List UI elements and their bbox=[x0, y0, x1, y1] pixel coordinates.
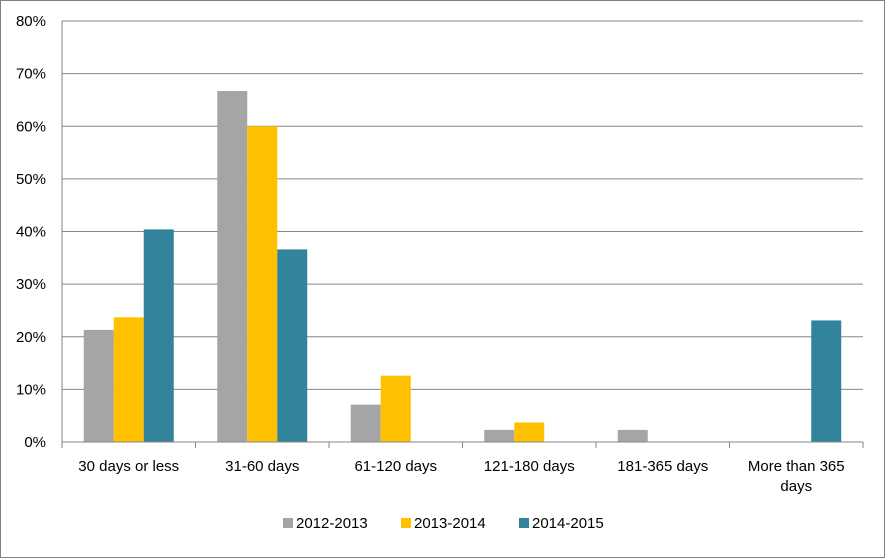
bar bbox=[514, 422, 545, 442]
bar bbox=[247, 126, 278, 442]
bar bbox=[811, 320, 842, 442]
bars bbox=[83, 90, 842, 443]
legend-label: 2014-2015 bbox=[532, 515, 604, 532]
bar bbox=[617, 429, 648, 442]
x-axis-tick-labels: 30 days or less 31-60 days 61-120 days 121-… bbox=[78, 458, 844, 495]
bar bbox=[217, 90, 248, 443]
x-tick-label: More than 365 days bbox=[748, 458, 845, 495]
axes bbox=[61, 21, 864, 448]
legend-swatch bbox=[283, 518, 293, 528]
legend-label: 2012-2013 bbox=[296, 515, 368, 532]
legend: 2012-2013 2013-2014 2014-2015 bbox=[283, 515, 604, 532]
legend-swatch bbox=[401, 518, 411, 528]
y-tick-label: 50% bbox=[16, 171, 46, 188]
x-tick-label: 181-365 days bbox=[617, 458, 708, 475]
legend-swatch bbox=[519, 518, 529, 528]
gridlines bbox=[62, 20, 863, 390]
bar bbox=[350, 404, 381, 442]
y-tick-label: 20% bbox=[16, 329, 46, 346]
y-tick-label: 30% bbox=[16, 276, 46, 293]
y-tick-label: 70% bbox=[16, 66, 46, 83]
x-tick-label: 121-180 days bbox=[484, 458, 575, 475]
bar bbox=[113, 317, 144, 442]
bar bbox=[484, 429, 515, 442]
y-axis-tick-labels: 0% 10% 20% 30% 40% 50% 60% 70% 80% bbox=[16, 13, 46, 451]
x-tick-label: 31-60 days bbox=[225, 458, 299, 475]
x-tick-label: 61-120 days bbox=[354, 458, 437, 475]
bar bbox=[380, 375, 411, 442]
legend-label: 2013-2014 bbox=[414, 515, 486, 532]
bar bbox=[143, 229, 174, 442]
y-tick-label: 60% bbox=[16, 118, 46, 135]
y-tick-label: 80% bbox=[16, 13, 46, 30]
y-tick-label: 10% bbox=[16, 381, 46, 398]
bar bbox=[83, 329, 114, 442]
bar bbox=[277, 249, 308, 442]
x-tick-label: 30 days or less bbox=[78, 458, 179, 475]
y-tick-label: 0% bbox=[24, 434, 46, 451]
y-tick-label: 40% bbox=[16, 224, 46, 241]
